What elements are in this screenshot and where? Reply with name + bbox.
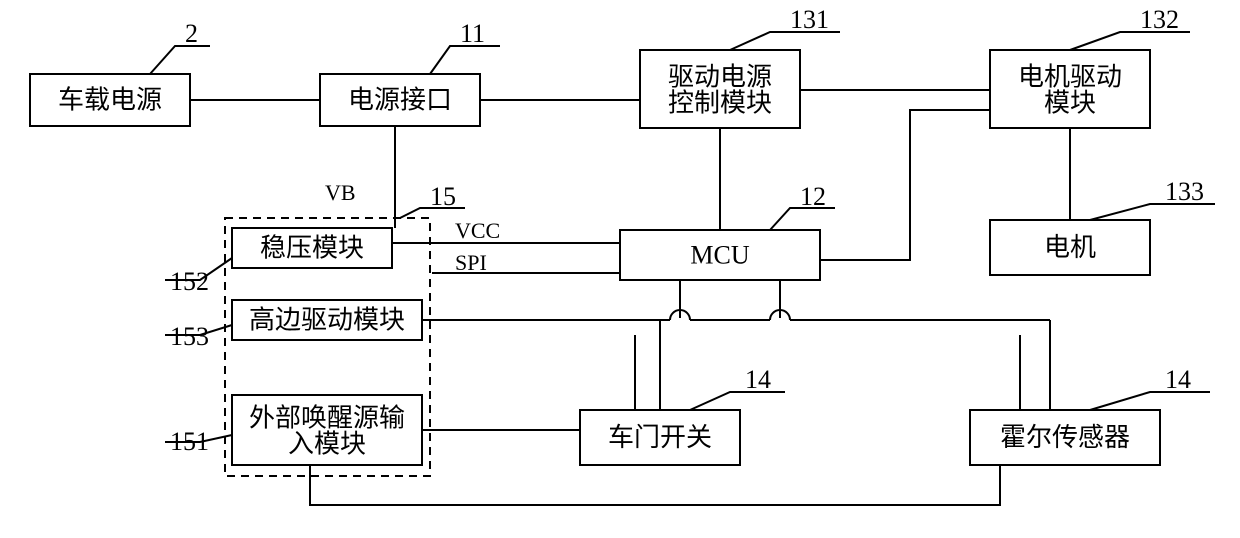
leader-motor bbox=[1090, 204, 1215, 220]
motor_drv-label1: 电机驱动 bbox=[1018, 63, 1122, 92]
ref-mcu: 12 bbox=[800, 182, 826, 211]
signal-spi: SPI bbox=[455, 250, 487, 275]
leader-door_sw bbox=[690, 392, 785, 410]
ext_wake-label1: 外部唤醒源输 bbox=[249, 404, 405, 433]
leader-mcu bbox=[770, 208, 835, 230]
ref-drive_pwr_ctrl: 131 bbox=[790, 5, 829, 34]
motor_drv-label2: 模块 bbox=[1044, 89, 1096, 118]
ref-vreg: 152 bbox=[170, 267, 209, 296]
ref-power_iface: 11 bbox=[460, 19, 485, 48]
drive_pwr_ctrl-label2: 控制模块 bbox=[668, 89, 772, 118]
vehicle_power-label: 车载电源 bbox=[58, 86, 162, 115]
leader-motor_drv bbox=[1070, 32, 1190, 50]
hsd-label: 高边驱动模块 bbox=[249, 306, 405, 335]
motor-label: 电机 bbox=[1044, 233, 1096, 262]
ext_wake-label2: 入模块 bbox=[288, 430, 366, 459]
ref-door_sw: 14 bbox=[745, 365, 771, 394]
ref-motor: 133 bbox=[1165, 177, 1204, 206]
ref-hall: 14 bbox=[1165, 365, 1191, 394]
ref-motor_drv: 132 bbox=[1140, 5, 1179, 34]
leader-power_iface bbox=[430, 46, 500, 74]
power_iface-label: 电源接口 bbox=[348, 86, 452, 115]
leader-drive_pwr_ctrl bbox=[730, 32, 840, 50]
vreg-label: 稳压模块 bbox=[260, 234, 364, 263]
mcu-label: MCU bbox=[690, 241, 749, 270]
ref-hsd: 153 bbox=[170, 322, 209, 351]
ref-dashed_group: 15 bbox=[430, 182, 456, 211]
ref-ext_wake: 151 bbox=[170, 427, 209, 456]
door_sw-label: 车门开关 bbox=[608, 423, 712, 452]
hall-label: 霍尔传感器 bbox=[1000, 423, 1130, 452]
signal-vb: VB bbox=[325, 180, 356, 205]
leader-vehicle_power bbox=[150, 46, 210, 74]
block-diagram: 车载电源 电源接口 驱动电源控制模块 电机驱动模块 MCU 电机 稳压模块高边驱动模块外部唤… bbox=[0, 0, 1240, 538]
signal-vcc: VCC bbox=[455, 218, 500, 243]
wire-mcu_to_motordrv bbox=[820, 110, 990, 260]
ref-vehicle_power: 2 bbox=[185, 19, 198, 48]
leader-hall bbox=[1090, 392, 1210, 410]
drive_pwr_ctrl-label1: 驱动电源 bbox=[668, 63, 772, 92]
wire-ext_wake_down_to_hall bbox=[310, 465, 1000, 505]
